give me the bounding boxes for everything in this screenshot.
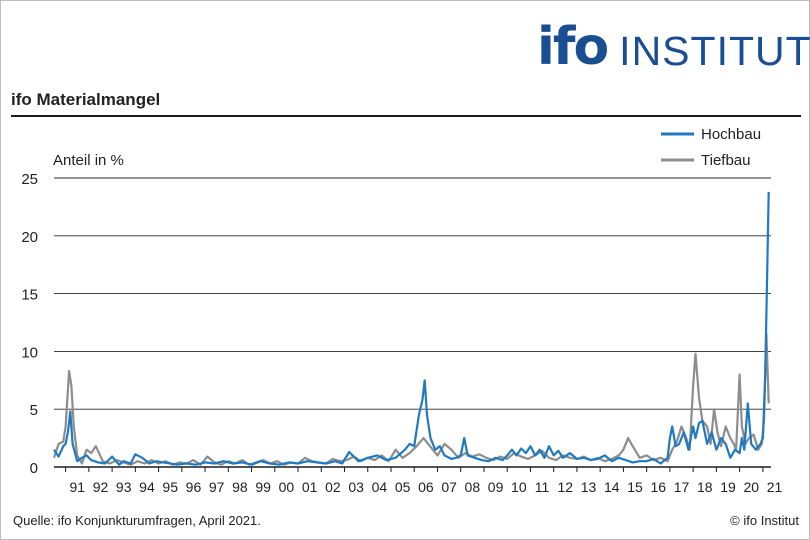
x-tick-label: 06 (418, 479, 434, 495)
chart-title: ifo Materialmangel (11, 90, 161, 109)
x-tick-label: 04 (372, 479, 388, 495)
y-tick-label: 5 (30, 402, 38, 419)
copyright-note: © ifo Institut (730, 513, 799, 528)
x-tick-label: 12 (558, 479, 574, 495)
y-tick-label: 0 (30, 460, 38, 477)
x-tick-label: 15 (627, 479, 643, 495)
x-tick-label: 11 (535, 479, 550, 495)
x-tick-label: 95 (162, 479, 178, 495)
x-tick-label: 02 (325, 479, 341, 495)
source-note: Quelle: ifo Konjunkturumfragen, April 20… (13, 513, 261, 528)
y-axis-label: Anteil in % (53, 152, 124, 169)
legend-label-tiefbau: Tiefbau (701, 152, 750, 169)
ifo-logo-text: INSTITUT (619, 28, 810, 74)
x-tick-label: 13 (581, 479, 597, 495)
x-tick-label: 19 (720, 479, 736, 495)
y-tick-label: 15 (21, 287, 38, 304)
series-line-hochbau (53, 191, 770, 466)
x-tick-label: 98 (232, 479, 248, 495)
x-tick-label: 18 (697, 479, 713, 495)
x-tick-label: 94 (139, 479, 155, 495)
x-tick-label: 09 (488, 479, 504, 495)
x-tick-label: 97 (209, 479, 225, 495)
ifo-logo-mark: ifo (537, 17, 609, 77)
x-tick-label: 99 (255, 479, 271, 495)
x-tick-label: 03 (348, 479, 364, 495)
x-tick-label: 01 (302, 479, 318, 495)
x-tick-label: 00 (279, 479, 295, 495)
x-tick-label: 14 (604, 479, 620, 495)
x-tick-label: 07 (441, 479, 457, 495)
x-tick-label: 16 (650, 479, 666, 495)
x-tick-label: 20 (743, 479, 759, 495)
ifo-logo: ifo INSTITUT (537, 13, 810, 73)
y-tick-label: 10 (21, 344, 38, 361)
x-tick-label: 10 (511, 479, 527, 495)
x-tick-label: 93 (116, 479, 132, 495)
y-tick-label: 25 (21, 171, 38, 188)
x-tick-label: 96 (186, 479, 202, 495)
legend-label-hochbau: Hochbau (701, 126, 761, 143)
x-tick-label: 05 (395, 479, 411, 495)
x-tick-label: 21 (767, 479, 783, 495)
x-tick-label: 08 (465, 479, 481, 495)
x-tick-label: 91 (69, 479, 85, 495)
title-divider (11, 115, 801, 117)
y-tick-label: 20 (21, 229, 38, 246)
x-tick-label: 92 (93, 479, 109, 495)
x-tick-label: 17 (674, 479, 690, 495)
